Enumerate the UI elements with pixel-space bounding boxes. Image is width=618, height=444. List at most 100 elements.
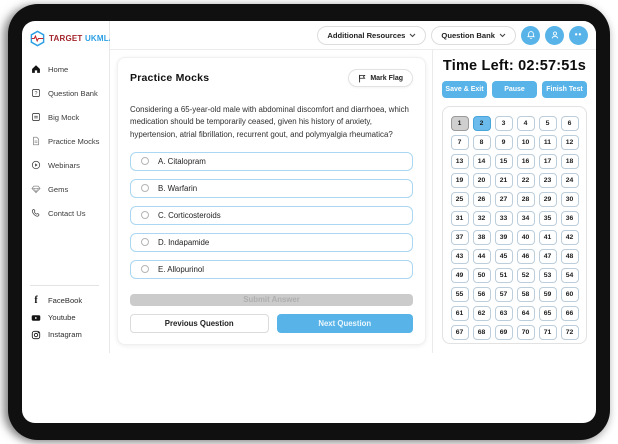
question-cell-36[interactable]: 36 [560,211,579,226]
question-cell-52[interactable]: 52 [516,268,535,283]
question-cell-7[interactable]: 7 [450,135,469,150]
question-cell-72[interactable]: 72 [560,325,579,340]
pause-button[interactable]: Pause [492,81,537,98]
social-item-facebook[interactable]: f FaceBook [22,292,109,309]
question-cell-41[interactable]: 41 [538,230,557,245]
question-cell-65[interactable]: 65 [538,306,557,321]
question-cell-42[interactable]: 42 [560,230,579,245]
question-cell-38[interactable]: 38 [472,230,491,245]
answer-option[interactable]: B. Warfarin [130,178,413,198]
question-cell-15[interactable]: 15 [494,154,513,169]
question-cell-28[interactable]: 28 [516,192,535,207]
question-cell-3[interactable]: 3 [494,116,513,131]
question-cell-48[interactable]: 48 [560,249,579,264]
sidebar-item-webinars[interactable]: Webinars [22,153,109,177]
question-cell-14[interactable]: 14 [472,154,491,169]
question-cell-67[interactable]: 67 [450,325,469,340]
question-cell-47[interactable]: 47 [538,249,557,264]
question-cell-5[interactable]: 5 [538,116,557,131]
question-cell-19[interactable]: 19 [450,173,469,188]
sidebar-item-big-mock[interactable]: Big Mock [22,105,109,129]
sidebar-item-home[interactable]: Home [22,57,109,81]
question-cell-40[interactable]: 40 [516,230,535,245]
question-cell-16[interactable]: 16 [516,154,535,169]
additional-resources-dropdown[interactable]: Additional Resources [317,25,427,45]
question-cell-68[interactable]: 68 [472,325,491,340]
submit-answer-button[interactable]: Submit Answer [130,293,413,306]
profile-button[interactable] [545,25,564,45]
question-cell-33[interactable]: 33 [494,211,513,226]
question-cell-11[interactable]: 11 [538,135,557,150]
question-cell-2[interactable]: 2 [472,116,491,131]
previous-question-button[interactable]: Previous Question [130,314,269,333]
next-question-button[interactable]: Next Question [276,314,413,333]
question-cell-31[interactable]: 31 [450,211,469,226]
notifications-button[interactable] [521,25,540,45]
question-cell-45[interactable]: 45 [494,249,513,264]
logo[interactable]: TARGET UKMLA [22,28,115,57]
question-cell-13[interactable]: 13 [450,154,469,169]
mark-flag-button[interactable]: Mark Flag [348,69,413,87]
question-cell-61[interactable]: 61 [450,306,469,321]
question-cell-17[interactable]: 17 [538,154,557,169]
question-cell-37[interactable]: 37 [450,230,469,245]
question-cell-46[interactable]: 46 [516,249,535,264]
question-cell-12[interactable]: 12 [560,135,579,150]
sidebar-item-question-bank[interactable]: ? Question Bank [22,81,109,105]
question-cell-57[interactable]: 57 [494,287,513,302]
question-cell-1[interactable]: 1 [450,116,469,131]
question-cell-50[interactable]: 50 [472,268,491,283]
sidebar-item-gems[interactable]: Gems [22,177,109,201]
question-cell-27[interactable]: 27 [494,192,513,207]
question-cell-70[interactable]: 70 [516,325,535,340]
question-cell-43[interactable]: 43 [450,249,469,264]
question-cell-21[interactable]: 21 [494,173,513,188]
answer-option[interactable]: D. Indapamide [130,232,413,252]
question-cell-58[interactable]: 58 [516,287,535,302]
question-cell-69[interactable]: 69 [494,325,513,340]
sidebar-item-practice-mocks[interactable]: Practice Mocks [22,129,109,153]
question-cell-62[interactable]: 62 [472,306,491,321]
question-bank-dropdown[interactable]: Question Bank [431,25,516,45]
question-cell-26[interactable]: 26 [472,192,491,207]
question-cell-44[interactable]: 44 [472,249,491,264]
question-cell-18[interactable]: 18 [560,154,579,169]
question-cell-22[interactable]: 22 [516,173,535,188]
question-cell-54[interactable]: 54 [560,268,579,283]
question-cell-59[interactable]: 59 [538,287,557,302]
question-cell-66[interactable]: 66 [560,306,579,321]
question-cell-34[interactable]: 34 [516,211,535,226]
question-cell-55[interactable]: 55 [450,287,469,302]
question-cell-56[interactable]: 56 [472,287,491,302]
question-cell-6[interactable]: 6 [560,116,579,131]
social-item-instagram[interactable]: Instagram [22,326,109,343]
question-cell-9[interactable]: 9 [494,135,513,150]
sidebar-item-contact-us[interactable]: Contact Us [22,201,109,225]
question-cell-10[interactable]: 10 [516,135,535,150]
question-cell-23[interactable]: 23 [538,173,557,188]
question-cell-30[interactable]: 30 [560,192,579,207]
question-cell-60[interactable]: 60 [560,287,579,302]
question-cell-8[interactable]: 8 [472,135,491,150]
question-cell-71[interactable]: 71 [538,325,557,340]
question-cell-39[interactable]: 39 [494,230,513,245]
question-cell-32[interactable]: 32 [472,211,491,226]
answer-option[interactable]: A. Citalopram [130,151,413,171]
question-cell-64[interactable]: 64 [516,306,535,321]
social-item-youtube[interactable]: Youtube [22,309,109,326]
more-options-button[interactable]: •• [569,25,588,45]
question-cell-35[interactable]: 35 [538,211,557,226]
answer-option[interactable]: C. Corticosteroids [130,205,413,225]
answer-option[interactable]: E. Allopurinol [130,259,413,279]
question-cell-24[interactable]: 24 [560,173,579,188]
save-exit-button[interactable]: Save & Exit [442,81,487,98]
question-cell-53[interactable]: 53 [538,268,557,283]
question-cell-49[interactable]: 49 [450,268,469,283]
question-cell-63[interactable]: 63 [494,306,513,321]
question-cell-4[interactable]: 4 [516,116,535,131]
finish-test-button[interactable]: Finish Test [542,81,587,98]
question-cell-51[interactable]: 51 [494,268,513,283]
question-cell-25[interactable]: 25 [450,192,469,207]
question-cell-29[interactable]: 29 [538,192,557,207]
question-cell-20[interactable]: 20 [472,173,491,188]
